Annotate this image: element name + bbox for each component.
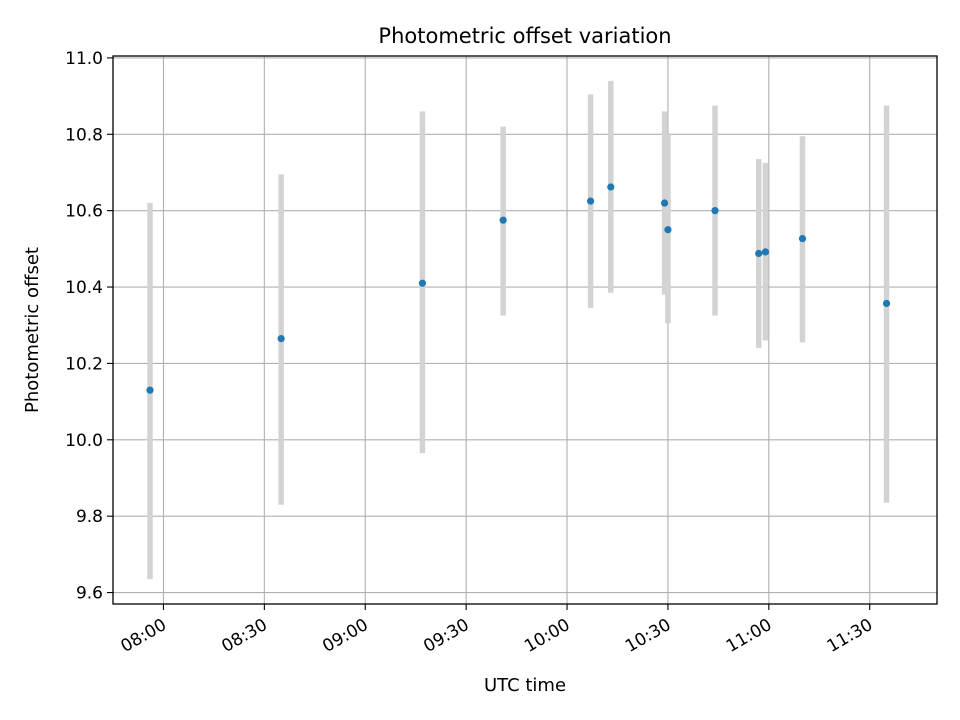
- x-axis: 08:00 08:30 09:00 09:30 10:00 10:30 11:00 11:30: [118, 604, 876, 657]
- data-point: [499, 216, 507, 224]
- plot-frame: [112, 55, 938, 605]
- data-point: [586, 197, 595, 205]
- grid: [113, 56, 937, 604]
- y-tick-label: 11.0: [65, 49, 103, 69]
- data-point: [664, 226, 672, 234]
- x-tick-label: 09:30: [420, 615, 472, 657]
- error-bars: [147, 80, 890, 580]
- y-tick-label: 9.8: [76, 507, 103, 527]
- data-point: [761, 248, 770, 256]
- data-point: [755, 249, 763, 258]
- chart-title: Photometric offset variation: [378, 24, 671, 48]
- x-axis-label: UTC time: [484, 675, 566, 696]
- data-point: [277, 334, 285, 343]
- x-tick-label: 10:00: [521, 615, 573, 657]
- data-point: [607, 183, 615, 191]
- data-point: [711, 207, 719, 215]
- y-tick-label: 10.2: [65, 354, 103, 374]
- data-point: [146, 386, 154, 394]
- x-tick-label: 11:30: [824, 615, 876, 657]
- data-point: [418, 279, 427, 287]
- data-points: [146, 183, 891, 394]
- x-tick-label: 08:00: [118, 615, 170, 657]
- y-tick-label: 9.6: [76, 584, 103, 604]
- y-axis: 9.6 9.8 10.0 10.2 10.4 10.6 10.8 11.0: [65, 49, 113, 604]
- x-tick-label: 08:30: [218, 615, 270, 657]
- y-tick-label: 10.0: [65, 431, 103, 451]
- y-tick-label: 10.6: [65, 202, 103, 222]
- data-point: [660, 199, 669, 207]
- y-axis-label: Photometric offset: [22, 247, 43, 413]
- x-tick-label: 10:30: [622, 615, 674, 657]
- y-tick-label: 10.4: [65, 278, 103, 298]
- x-tick-label: 11:00: [723, 615, 775, 657]
- data-point: [882, 299, 891, 308]
- y-tick-label: 10.8: [65, 125, 103, 145]
- x-tick-label: 09:00: [319, 615, 371, 657]
- data-point: [798, 234, 807, 243]
